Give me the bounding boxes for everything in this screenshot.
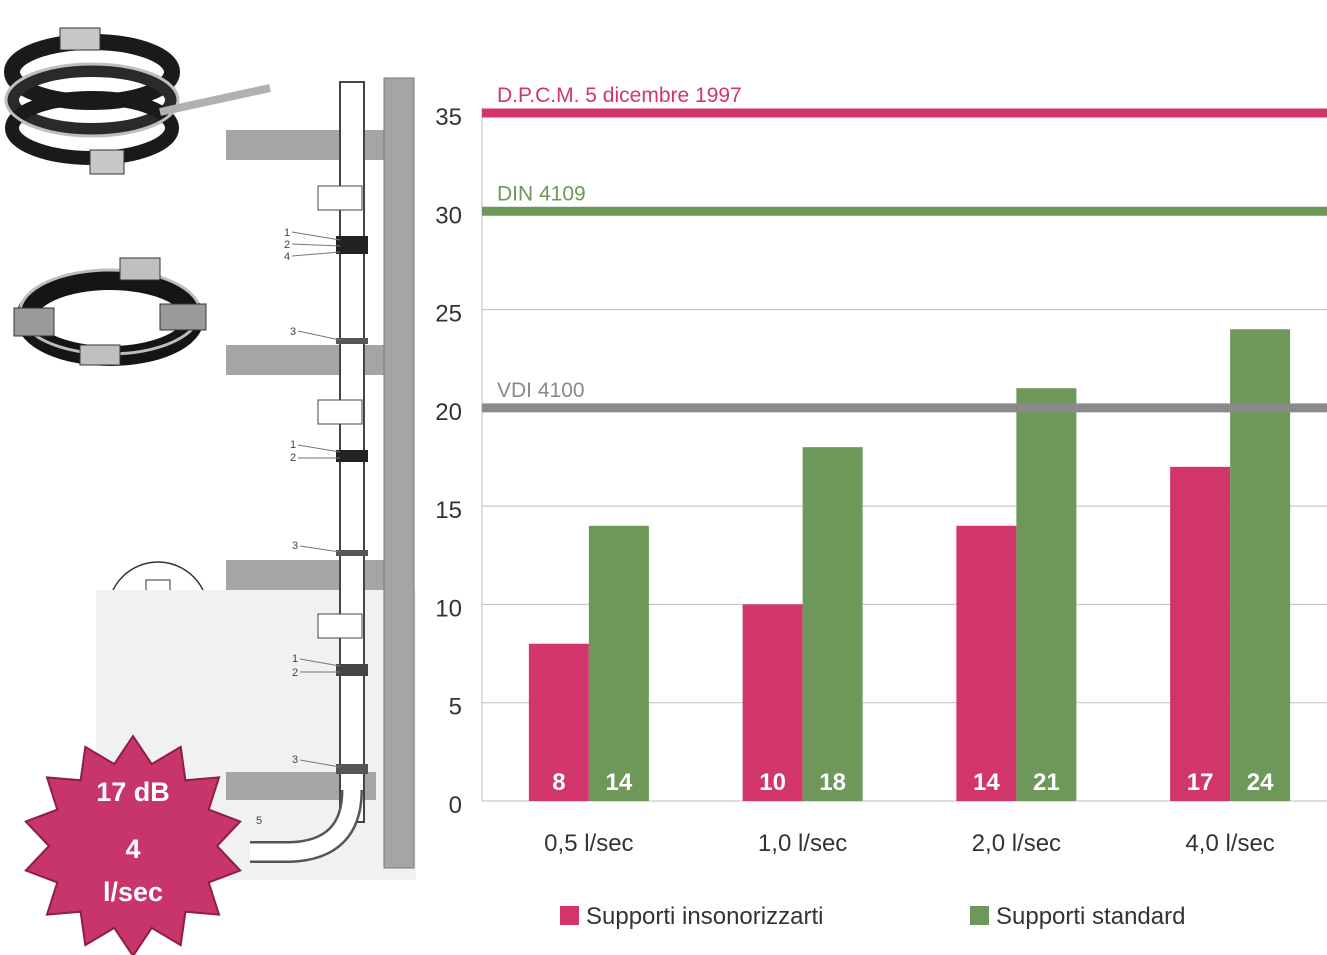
x-tick-label: 0,5 l/sec [544, 830, 633, 857]
reference-line-label: VDI 4100 [497, 379, 585, 402]
bar-value-label: 14 [973, 769, 1000, 796]
y-tick-label: 25 [435, 301, 462, 328]
callout-label: 2 [292, 667, 298, 679]
x-tick-label: 4,0 l/sec [1185, 830, 1274, 857]
bar-value-label: 10 [759, 769, 786, 796]
legend-label: Supporti insonorizzarti [586, 903, 823, 930]
bar-value-label: 18 [819, 769, 846, 796]
bar-value-label: 14 [606, 769, 633, 796]
callout-label: 1 [290, 439, 296, 451]
bar [1170, 467, 1230, 801]
y-tick-label: 10 [435, 595, 462, 622]
y-tick-label: 0 [449, 792, 462, 819]
y-tick-label: 35 [435, 104, 462, 131]
clamp-image-middle [14, 258, 206, 365]
bar [956, 526, 1016, 801]
bar [1230, 329, 1290, 801]
reference-lines: D.P.C.M. 5 dicembre 1997 DIN 4109 VDI 4100 [482, 84, 1327, 408]
y-tick-label: 5 [449, 694, 462, 721]
y-tick-label: 30 [435, 202, 462, 229]
reference-line-label: DIN 4109 [497, 182, 586, 205]
bar-chart: 0 5 10 15 20 25 30 35 8 14 10 18 14 21 17 24 D.P.C.M. … [435, 84, 1327, 930]
bar [589, 526, 649, 801]
callout-label: 5 [256, 815, 262, 827]
reference-line-label: D.P.C.M. 5 dicembre 1997 [497, 84, 742, 107]
callout-label: 3 [292, 540, 298, 552]
legend-swatch [970, 906, 989, 925]
y-axis-tick-labels: 0 5 10 15 20 25 30 35 [435, 104, 462, 819]
callout-label: 4 [284, 251, 290, 263]
y-tick-label: 20 [435, 399, 462, 426]
x-axis-tick-labels: 0,5 l/sec 1,0 l/sec 2,0 l/sec 4,0 l/sec [544, 830, 1275, 857]
legend-label: Supporti standard [996, 903, 1185, 930]
bar [803, 447, 863, 801]
x-tick-label: 1,0 l/sec [758, 830, 847, 857]
x-tick-label: 2,0 l/sec [972, 830, 1061, 857]
bar-value-label: 21 [1033, 769, 1060, 796]
callout-label: 1 [292, 653, 298, 665]
wall [384, 78, 414, 868]
bar-value-label: 8 [552, 769, 565, 796]
badge-line-2: 4 [125, 834, 140, 864]
callout-label: 3 [290, 326, 296, 338]
bars: 8 14 10 18 14 21 17 24 [529, 329, 1290, 801]
illustration-area: 1 2 1 2 4 [6, 28, 416, 880]
y-tick-label: 15 [435, 497, 462, 524]
callout-label: 1 [284, 227, 290, 239]
callout-label: 2 [290, 452, 296, 464]
legend-swatch [560, 906, 579, 925]
badge-line-1: 17 dB [96, 777, 170, 807]
callout-label: 3 [292, 754, 298, 766]
bar-value-label: 24 [1247, 769, 1274, 796]
badge-line-3: l/sec [103, 877, 163, 907]
bar-value-label: 17 [1187, 769, 1214, 796]
callout-label: 2 [284, 239, 290, 251]
bar [1016, 388, 1076, 801]
legend: Supporti insonorizzarti Supporti standard [560, 903, 1185, 930]
